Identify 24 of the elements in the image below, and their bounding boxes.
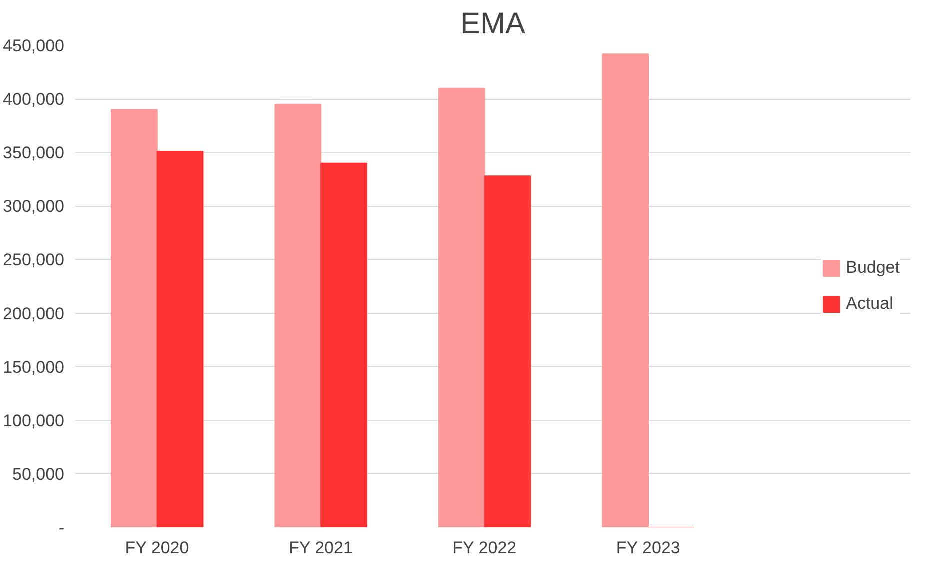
y-tick-label: 350,000 [3, 144, 64, 163]
x-tick-label: FY 2023 [616, 538, 680, 558]
y-tick-label: 400,000 [3, 90, 64, 110]
x-tick-label: FY 2021 [288, 538, 353, 558]
legend-label: Actual [846, 294, 894, 314]
x-tick-label: FY 2022 [452, 538, 517, 558]
y-tick-label: 50,000 [12, 464, 65, 484]
bar [320, 162, 368, 528]
bar [274, 104, 322, 528]
y-tick-label: 300,000 [3, 197, 64, 216]
bar [111, 109, 158, 528]
chart-title: EMA [460, 8, 526, 40]
bar [484, 176, 532, 528]
bar [438, 88, 486, 528]
legend-label: Budget [846, 258, 900, 278]
bar [156, 151, 204, 528]
y-tick-label: - [58, 518, 65, 538]
bar [602, 54, 650, 528]
y-tick-label: 250,000 [3, 250, 64, 270]
x-tick-label: FY 2020 [125, 538, 190, 558]
y-tick-label: 450,000 [3, 36, 64, 56]
y-tick-label: 200,000 [3, 304, 64, 324]
y-tick-label: 150,000 [3, 358, 64, 377]
y-tick-label: 100,000 [3, 411, 64, 430]
